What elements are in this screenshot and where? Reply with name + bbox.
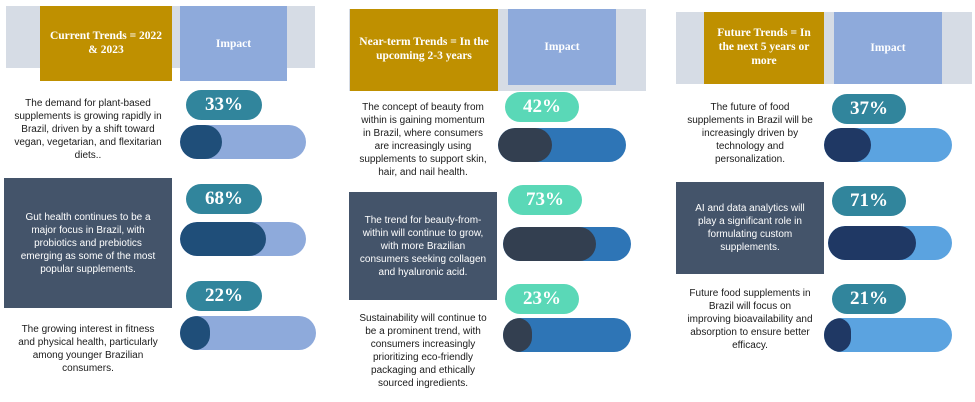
impact-bar (503, 318, 631, 352)
impact-bar (828, 226, 952, 260)
impact-bar (180, 125, 306, 159)
impact-bar-fill (828, 226, 917, 260)
impact-header: Impact (180, 6, 287, 81)
impact-bar-fill (503, 227, 597, 261)
trend-text: The demand for plant-based supplements i… (14, 97, 162, 161)
panel-near-term-trends: Near-term Trends = In the upcoming 2-3 y… (345, 0, 665, 402)
panel-current-trends: Current Trends = 2022 & 2023 Impact The … (0, 0, 320, 402)
impact-bar (824, 128, 952, 162)
trend-text: The future of food supplements in Brazil… (687, 101, 813, 165)
impact-percent: 42% (505, 92, 579, 122)
impact-percent: 37% (832, 94, 906, 124)
impact-percent: 22% (186, 281, 262, 311)
panel-header: Current Trends = 2022 & 2023 (40, 6, 172, 81)
impact-bar-fill (180, 316, 210, 350)
impact-bar (503, 227, 631, 261)
impact-percent: 23% (505, 284, 579, 314)
impact-percent: 71% (832, 186, 906, 216)
impact-bar-fill (180, 125, 222, 159)
impact-header: Impact (508, 9, 616, 85)
trend-text: The concept of beauty from within is gai… (359, 102, 487, 178)
trend-text: AI and data analytics will play a signif… (676, 182, 824, 274)
impact-bar-fill (180, 222, 266, 256)
impact-bar-fill (503, 318, 533, 352)
trend-text: Future food supplements in Brazil will f… (687, 287, 813, 351)
impact-bar (180, 222, 306, 256)
impact-bar-fill (824, 318, 851, 352)
impact-bar-fill (824, 128, 872, 162)
impact-bar-fill (498, 128, 552, 162)
impact-header: Impact (834, 12, 942, 84)
trend-text: Gut health continues to be a major focus… (4, 178, 172, 308)
impact-percent: 68% (186, 184, 262, 214)
panel-future-trends: Future Trends = In the next 5 years or m… (672, 0, 972, 402)
trend-text: The growing interest in fitness and phys… (18, 324, 158, 374)
impact-bar (180, 316, 316, 350)
impact-bar (498, 128, 626, 162)
impact-bar (824, 318, 952, 352)
impact-percent: 73% (508, 185, 582, 215)
panel-header: Future Trends = In the next 5 years or m… (704, 12, 824, 84)
impact-percent: 33% (186, 90, 262, 120)
impact-percent: 21% (832, 284, 906, 314)
trend-text: The trend for beauty-from-within will co… (349, 192, 497, 300)
panel-header: Near-term Trends = In the upcoming 2-3 y… (350, 9, 498, 91)
trend-text: Sustainability will continue to be a pro… (359, 313, 487, 389)
